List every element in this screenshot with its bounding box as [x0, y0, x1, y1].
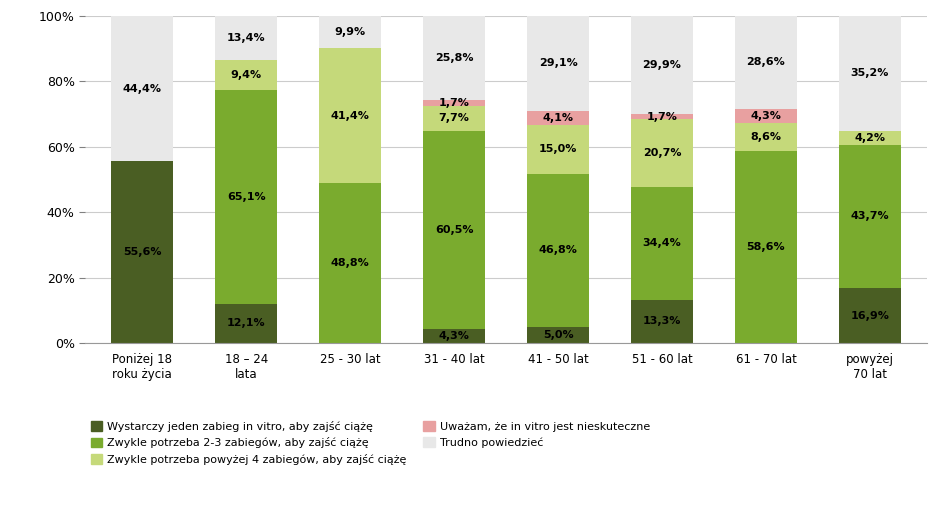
Text: 4,3%: 4,3% — [750, 111, 781, 121]
Bar — [423, 16, 485, 100]
Text: 25,8%: 25,8% — [435, 53, 473, 63]
Text: 28,6%: 28,6% — [746, 58, 785, 68]
Text: 16,9%: 16,9% — [850, 310, 889, 320]
Bar — [527, 111, 589, 125]
Bar — [319, 48, 381, 183]
Bar — [631, 300, 693, 343]
Text: 41,4%: 41,4% — [331, 111, 370, 121]
Bar — [527, 174, 589, 327]
Bar — [839, 145, 902, 288]
Text: 55,6%: 55,6% — [123, 247, 162, 257]
Text: 7,7%: 7,7% — [439, 114, 469, 124]
Text: 60,5%: 60,5% — [435, 225, 473, 235]
Text: 9,9%: 9,9% — [335, 27, 366, 37]
Bar — [839, 131, 902, 145]
Bar — [735, 109, 797, 123]
Bar — [631, 187, 693, 300]
Bar — [631, 16, 693, 114]
Bar — [839, 288, 902, 343]
Bar — [111, 16, 173, 161]
Bar — [839, 16, 902, 131]
Bar — [735, 152, 797, 343]
Text: 13,4%: 13,4% — [227, 33, 266, 43]
Bar — [319, 15, 381, 48]
Text: 29,9%: 29,9% — [642, 60, 681, 70]
Legend: Wystarczy jeden zabieg in vitro, aby zajść ciążę, Zwykle potrzeba 2-3 zabiegów, : Wystarczy jeden zabieg in vitro, aby zaj… — [91, 421, 650, 465]
Text: 43,7%: 43,7% — [850, 211, 889, 221]
Text: 4,3%: 4,3% — [439, 331, 469, 341]
Bar — [111, 161, 173, 343]
Bar — [215, 304, 277, 343]
Text: 1,7%: 1,7% — [646, 111, 677, 121]
Text: 65,1%: 65,1% — [227, 192, 266, 202]
Text: 13,3%: 13,3% — [643, 316, 681, 326]
Bar — [423, 106, 485, 131]
Text: 5,0%: 5,0% — [543, 330, 573, 340]
Bar — [735, 15, 797, 109]
Bar — [631, 119, 693, 187]
Bar — [215, 90, 277, 304]
Bar — [423, 100, 485, 106]
Text: 9,4%: 9,4% — [231, 70, 262, 80]
Text: 15,0%: 15,0% — [539, 144, 577, 154]
Text: 48,8%: 48,8% — [331, 258, 370, 268]
Bar — [423, 131, 485, 329]
Text: 1,7%: 1,7% — [439, 98, 469, 108]
Bar — [631, 114, 693, 119]
Text: 44,4%: 44,4% — [123, 83, 162, 93]
Text: 58,6%: 58,6% — [746, 242, 785, 252]
Text: 34,4%: 34,4% — [642, 238, 681, 248]
Text: 35,2%: 35,2% — [850, 69, 889, 79]
Text: 46,8%: 46,8% — [538, 245, 577, 255]
Bar — [215, 16, 277, 60]
Bar — [735, 123, 797, 152]
Bar — [527, 16, 589, 111]
Text: 29,1%: 29,1% — [538, 59, 577, 69]
Bar — [527, 327, 589, 343]
Text: 20,7%: 20,7% — [642, 148, 681, 158]
Bar — [527, 125, 589, 174]
Text: 12,1%: 12,1% — [227, 318, 266, 328]
Bar — [215, 60, 277, 90]
Bar — [319, 183, 381, 343]
Text: 4,1%: 4,1% — [543, 113, 573, 123]
Text: 4,2%: 4,2% — [854, 133, 885, 143]
Bar — [423, 329, 485, 343]
Text: 8,6%: 8,6% — [750, 133, 781, 142]
